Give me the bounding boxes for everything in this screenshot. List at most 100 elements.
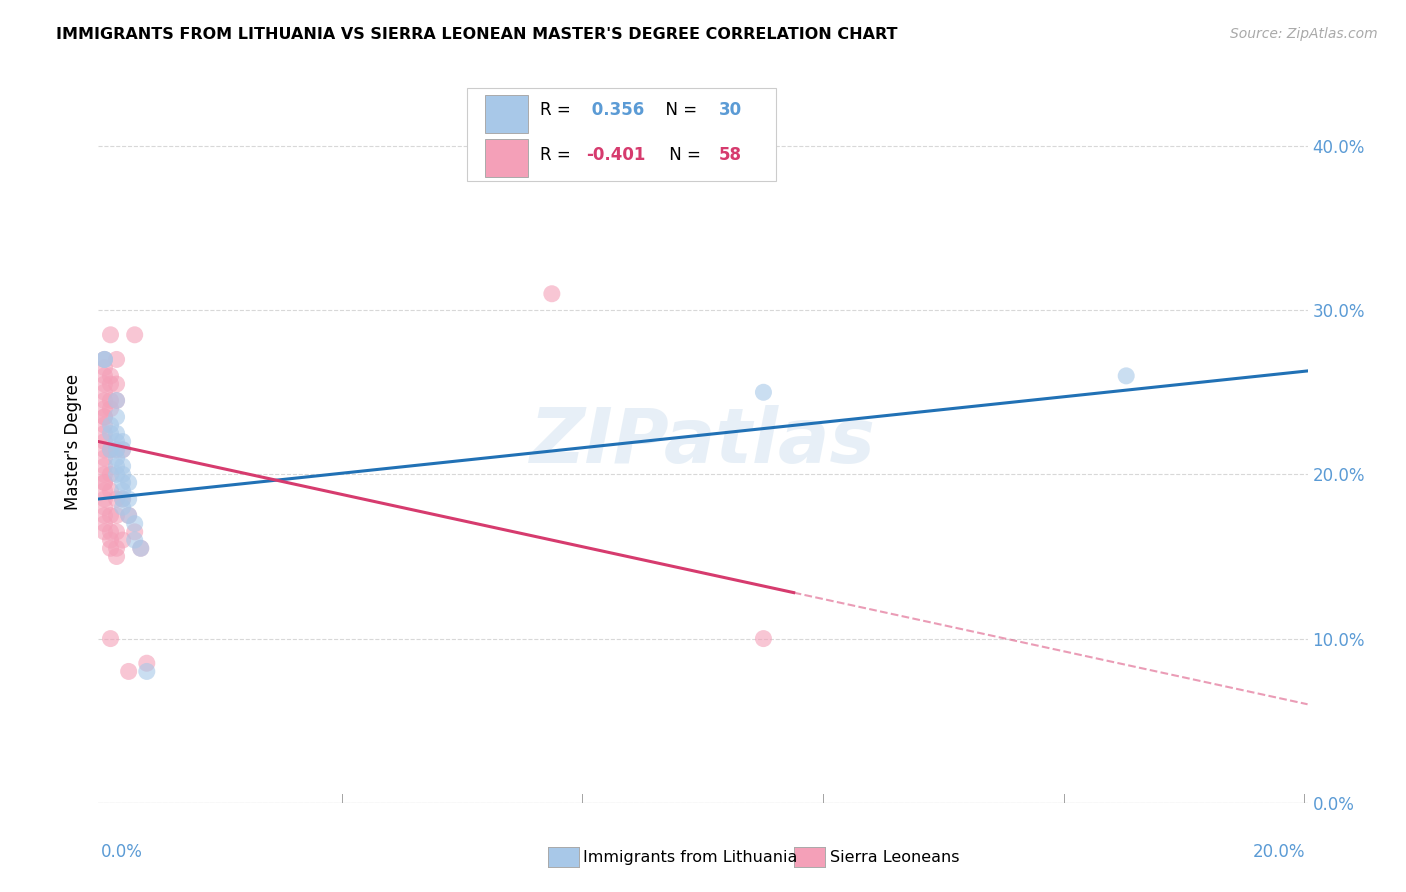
Point <box>105 377 128 392</box>
Point <box>105 352 128 367</box>
Point <box>111 442 134 457</box>
Text: 20.0%: 20.0% <box>1253 843 1305 861</box>
Point <box>93 500 115 515</box>
Point <box>105 393 128 408</box>
Point <box>118 508 141 523</box>
Point <box>111 434 134 449</box>
Point <box>93 450 115 465</box>
Point <box>111 491 134 506</box>
Point <box>111 442 134 457</box>
Point <box>105 450 128 465</box>
Text: |: | <box>1063 794 1066 803</box>
Text: Immigrants from Lithuania: Immigrants from Lithuania <box>583 850 797 864</box>
FancyBboxPatch shape <box>467 87 776 181</box>
Point <box>93 393 115 408</box>
Point <box>111 500 134 515</box>
Point <box>93 352 115 367</box>
Point <box>124 327 146 342</box>
Point <box>105 393 128 408</box>
Point <box>129 541 152 556</box>
Point <box>100 327 122 342</box>
Text: ZIPatlas: ZIPatlas <box>530 405 876 478</box>
Point <box>105 434 128 449</box>
Text: -0.401: -0.401 <box>586 146 645 164</box>
Point <box>105 442 128 457</box>
Point <box>100 533 122 547</box>
Point <box>93 459 115 474</box>
Point <box>100 368 122 383</box>
Point <box>105 508 128 523</box>
Point <box>118 475 141 490</box>
Point <box>111 483 134 498</box>
Point <box>118 665 141 679</box>
Point <box>93 483 115 498</box>
Point <box>100 442 122 457</box>
Point <box>93 360 115 375</box>
Point <box>111 467 134 482</box>
Point <box>111 533 134 547</box>
Text: Source: ZipAtlas.com: Source: ZipAtlas.com <box>1230 27 1378 41</box>
Point <box>105 549 128 564</box>
Point <box>93 426 115 441</box>
Point <box>540 286 562 301</box>
Text: IMMIGRANTS FROM LITHUANIA VS SIERRA LEONEAN MASTER'S DEGREE CORRELATION CHART: IMMIGRANTS FROM LITHUANIA VS SIERRA LEON… <box>56 27 898 42</box>
Point <box>100 418 122 433</box>
Point <box>105 467 128 482</box>
Point <box>100 508 122 523</box>
Point <box>124 524 146 539</box>
Point <box>100 632 122 646</box>
Point <box>93 516 115 531</box>
Point <box>93 352 115 367</box>
Point <box>124 533 146 547</box>
Point <box>93 385 115 400</box>
Point <box>105 426 128 441</box>
Point <box>105 524 128 539</box>
Point <box>1115 368 1137 383</box>
Point <box>93 467 115 482</box>
Point <box>118 491 141 506</box>
Point <box>93 475 115 490</box>
Point <box>100 483 122 498</box>
FancyBboxPatch shape <box>485 95 527 133</box>
Y-axis label: Master's Degree: Master's Degree <box>65 374 83 509</box>
Text: R =: R = <box>540 146 576 164</box>
Point <box>93 491 115 506</box>
Point <box>93 401 115 416</box>
Point <box>93 368 115 383</box>
Text: |: | <box>340 794 343 803</box>
Point <box>111 459 134 474</box>
Point <box>93 409 115 424</box>
Text: 30: 30 <box>718 101 742 119</box>
Point <box>93 524 115 539</box>
Point <box>93 418 115 433</box>
Point <box>100 401 122 416</box>
Point <box>105 541 128 556</box>
Point <box>124 516 146 531</box>
Point <box>752 632 775 646</box>
Point <box>100 467 122 482</box>
Point <box>111 475 134 490</box>
Point <box>135 657 157 671</box>
Text: |: | <box>581 794 583 803</box>
Point <box>100 377 122 392</box>
Point <box>752 385 775 400</box>
Point <box>93 409 115 424</box>
Point <box>105 491 128 506</box>
Point <box>93 377 115 392</box>
Text: 0.356: 0.356 <box>586 101 644 119</box>
Point <box>105 409 128 424</box>
Text: N =: N = <box>664 146 706 164</box>
Text: 58: 58 <box>718 146 742 164</box>
Text: |: | <box>1303 794 1306 803</box>
Point <box>100 442 122 457</box>
Text: Sierra Leoneans: Sierra Leoneans <box>830 850 959 864</box>
Text: R =: R = <box>540 101 576 119</box>
FancyBboxPatch shape <box>485 139 527 177</box>
Point <box>111 491 134 506</box>
Point <box>118 508 141 523</box>
Text: 0.0%: 0.0% <box>101 843 143 861</box>
Point <box>100 393 122 408</box>
Point <box>100 426 122 441</box>
Point <box>93 352 115 367</box>
Point <box>105 442 128 457</box>
